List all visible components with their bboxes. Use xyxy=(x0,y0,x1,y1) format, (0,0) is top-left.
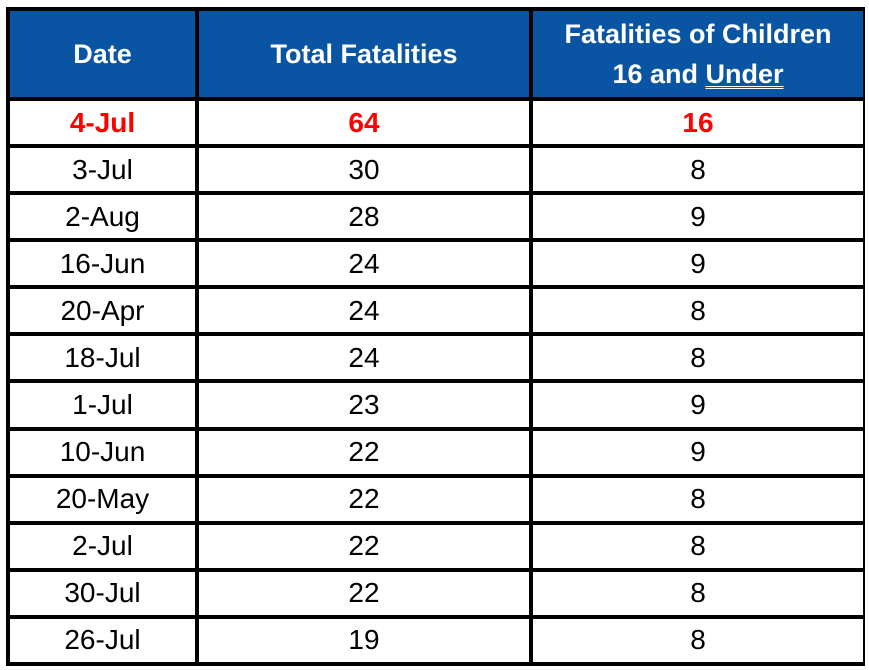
child-fatalities-cell: 8 xyxy=(533,477,863,521)
table-row: 2-Jul 22 8 xyxy=(10,524,863,568)
table-row: 20-May 22 8 xyxy=(10,477,863,521)
total-fatalities-cell: 19 xyxy=(199,618,529,662)
date-cell: 4-Jul xyxy=(10,101,195,145)
total-fatalities-cell: 24 xyxy=(199,289,529,333)
table-row: 10-Jun 22 9 xyxy=(10,430,863,474)
header-child-line1: Fatalities of Children xyxy=(564,18,832,49)
date-cell: 3-Jul xyxy=(10,148,195,192)
header-child-line2-a: 16 and xyxy=(612,59,706,89)
child-fatalities-cell: 9 xyxy=(533,195,863,239)
table-row: 2-Aug 28 9 xyxy=(10,195,863,239)
date-cell: 16-Jun xyxy=(10,242,195,286)
child-fatalities-cell: 16 xyxy=(533,101,863,145)
child-fatalities-cell: 8 xyxy=(533,336,863,380)
child-fatalities-cell: 9 xyxy=(533,242,863,286)
total-fatalities-cell: 22 xyxy=(199,430,529,474)
child-fatalities-cell: 8 xyxy=(533,289,863,333)
total-fatalities-cell: 22 xyxy=(199,571,529,615)
total-fatalities-cell: 22 xyxy=(199,477,529,521)
table-body: 4-Jul 64 16 3-Jul 30 8 2-Aug 28 9 16-Jun 24 9 20-Apr… xyxy=(10,101,863,662)
total-fatalities-cell: 24 xyxy=(199,242,529,286)
date-cell: 1-Jul xyxy=(10,383,195,427)
child-fatalities-cell: 9 xyxy=(533,430,863,474)
fatalities-table-container: Date Total Fatalities Fatalities of Chil… xyxy=(6,7,865,666)
total-fatalities-cell: 28 xyxy=(199,195,529,239)
date-cell: 26-Jul xyxy=(10,618,195,662)
table-row: 16-Jun 24 9 xyxy=(10,242,863,286)
table-row: 20-Apr 24 8 xyxy=(10,289,863,333)
child-fatalities-cell: 9 xyxy=(533,383,863,427)
header-total-fatalities: Total Fatalities xyxy=(199,11,529,97)
table-row: 3-Jul 30 8 xyxy=(10,148,863,192)
header-child-fatalities: Fatalities of Children 16 and Under xyxy=(533,11,863,97)
total-fatalities-cell: 23 xyxy=(199,383,529,427)
total-fatalities-cell: 22 xyxy=(199,524,529,568)
table-row: 1-Jul 23 9 xyxy=(10,383,863,427)
child-fatalities-cell: 8 xyxy=(533,571,863,615)
date-cell: 10-Jun xyxy=(10,430,195,474)
child-fatalities-cell: 8 xyxy=(533,148,863,192)
total-fatalities-cell: 64 xyxy=(199,101,529,145)
table-row: 18-Jul 24 8 xyxy=(10,336,863,380)
date-cell: 20-May xyxy=(10,477,195,521)
date-cell: 2-Aug xyxy=(10,195,195,239)
child-fatalities-cell: 8 xyxy=(533,618,863,662)
header-child-line2-b: Under xyxy=(705,59,784,89)
date-cell: 20-Apr xyxy=(10,289,195,333)
child-fatalities-cell: 8 xyxy=(533,524,863,568)
table-row: 30-Jul 22 8 xyxy=(10,571,863,615)
fatalities-table: Date Total Fatalities Fatalities of Chil… xyxy=(6,7,867,666)
date-cell: 2-Jul xyxy=(10,524,195,568)
header-date: Date xyxy=(10,11,195,97)
table-row: 26-Jul 19 8 xyxy=(10,618,863,662)
total-fatalities-cell: 30 xyxy=(199,148,529,192)
date-cell: 30-Jul xyxy=(10,571,195,615)
total-fatalities-cell: 24 xyxy=(199,336,529,380)
date-cell: 18-Jul xyxy=(10,336,195,380)
table-row: 4-Jul 64 16 xyxy=(10,101,863,145)
header-row: Date Total Fatalities Fatalities of Chil… xyxy=(10,11,863,97)
